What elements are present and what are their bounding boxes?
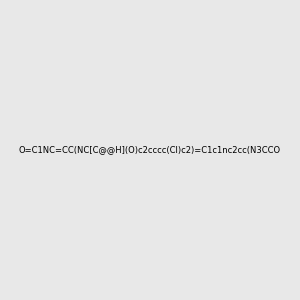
Text: O=C1NC=CC(NC[C@@H](O)c2cccc(Cl)c2)=C1c1nc2cc(N3CCO: O=C1NC=CC(NC[C@@H](O)c2cccc(Cl)c2)=C1c1n… xyxy=(19,146,281,154)
